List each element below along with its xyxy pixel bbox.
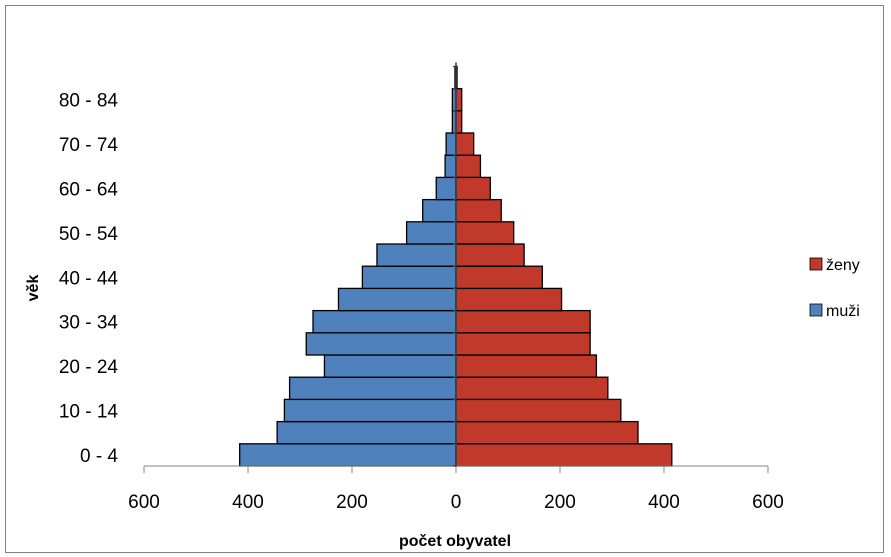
bar-zeny-9 (455, 243, 525, 267)
bar-muzi-13 (444, 154, 457, 179)
bar-muzi-12 (435, 176, 457, 201)
x-tick-label-6: 600 (752, 492, 784, 513)
y-axis-title: věk (25, 275, 42, 302)
bar-zeny-8 (455, 265, 543, 290)
bar-zeny-6 (455, 309, 591, 334)
bar-zeny-15 (455, 110, 463, 134)
bar-zeny-16 (455, 87, 463, 112)
bar-zeny-4 (455, 354, 598, 378)
legend: ženy muži (809, 257, 860, 320)
x-tick-label-0: 600 (128, 492, 160, 513)
bar-zeny-13 (455, 154, 482, 179)
bars-group (239, 65, 673, 467)
bar-muzi-11 (422, 198, 457, 223)
x-tick-label-4: 200 (544, 492, 576, 513)
legend-label-1: muži (826, 303, 860, 320)
x-tick-labels: 600 400 200 0 200 400 600 (128, 492, 784, 513)
bar-muzi-1 (276, 420, 457, 445)
y-tick-label-4: 40 - 44 (59, 268, 119, 289)
bar-zeny-3 (455, 376, 609, 401)
legend-label-0: ženy (826, 257, 860, 274)
bar-muzi-2 (283, 398, 457, 423)
x-axis-title: počet obyvatel (399, 533, 511, 550)
x-tick-label-1: 400 (232, 492, 264, 513)
y-tick-label-3: 30 - 34 (59, 313, 119, 334)
bar-muzi-8 (361, 265, 457, 290)
bar-zeny-12 (455, 176, 491, 201)
bar-muzi-0 (239, 443, 457, 467)
y-tick-label-8: 80 - 84 (59, 91, 119, 112)
bar-zeny-5 (455, 332, 591, 356)
legend-swatch-1 (809, 303, 823, 317)
bar-zeny-2 (455, 398, 622, 423)
y-tick-label-5: 50 - 54 (59, 224, 119, 245)
bar-muzi-9 (376, 243, 457, 267)
bar-muzi-5 (305, 332, 457, 356)
y-tick-labels: 0 - 4 10 - 14 20 - 24 30 - 34 40 - 44 50 - 54… (59, 91, 119, 467)
x-tick-label-2: 200 (336, 492, 368, 513)
x-tick-label-5: 400 (648, 492, 680, 513)
bar-zeny-7 (455, 287, 563, 312)
y-tick-label-6: 60 - 64 (59, 180, 119, 201)
y-tick-label-1: 10 - 14 (59, 402, 119, 423)
bar-muzi-14 (445, 132, 457, 156)
x-tick-label-3: 0 (451, 492, 462, 513)
bar-zeny-0 (455, 443, 673, 467)
legend-swatch-0 (809, 257, 823, 271)
y-tick-label-2: 20 - 24 (59, 357, 119, 378)
bar-zeny-10 (455, 221, 515, 245)
bar-muzi-10 (405, 221, 457, 245)
bar-muzi-3 (288, 376, 457, 401)
bar-zeny-14 (455, 132, 475, 156)
bar-zeny-11 (455, 198, 502, 223)
y-tick-label-7: 70 - 74 (59, 135, 119, 156)
bar-zeny-1 (455, 420, 639, 445)
bar-muzi-7 (337, 287, 457, 312)
bar-muzi-6 (312, 309, 457, 334)
axes-group (143, 62, 769, 473)
y-tick-label-0: 0 - 4 (80, 446, 118, 467)
bar-muzi-4 (323, 354, 457, 378)
